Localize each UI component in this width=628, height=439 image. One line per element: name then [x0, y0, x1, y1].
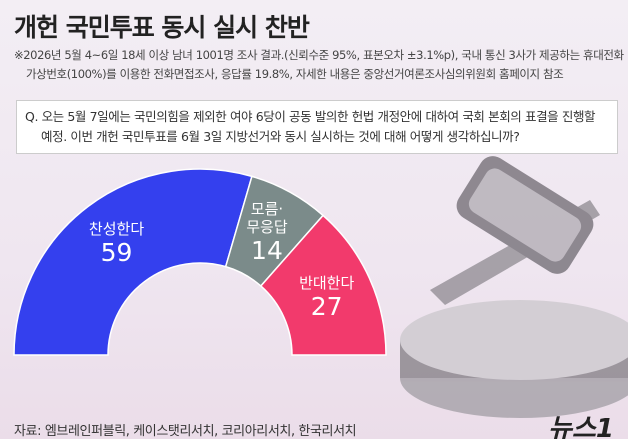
chart-title: 개헌 국민투표 동시 실시 찬반 — [14, 13, 310, 42]
logo: 뉴스1 — [548, 414, 614, 439]
survey-note: ※2026년 5월 4~6일 18세 이상 남녀 1001명 조사 결과.(신뢰… — [14, 48, 624, 81]
slice — [13, 168, 253, 356]
slice — [259, 214, 387, 356]
slice-value: 14 — [251, 236, 283, 266]
slice-name: 반대한다 — [299, 273, 355, 292]
slice-label: 찬성한다 59 — [89, 220, 144, 268]
slice-name: 찬성한다 — [88, 219, 145, 238]
slice-name: 모름·무응답 — [246, 200, 288, 237]
slice-value: 59 — [100, 237, 133, 267]
slice-label: 반대한다 27 — [299, 274, 354, 322]
source: 자료: 엠브레인퍼블릭, 케이스탯리서치, 코리아리서치, 한국리서치 — [14, 424, 357, 439]
gavel-illustration — [400, 156, 628, 418]
survey-question: Q. 오는 5월 7일에는 국민의힘을 제외한 여야 6당이 공동 발의한 헌법… — [16, 100, 618, 154]
slice-value: 27 — [310, 291, 343, 321]
slice-label: 모름·무응답 14 — [245, 200, 289, 266]
